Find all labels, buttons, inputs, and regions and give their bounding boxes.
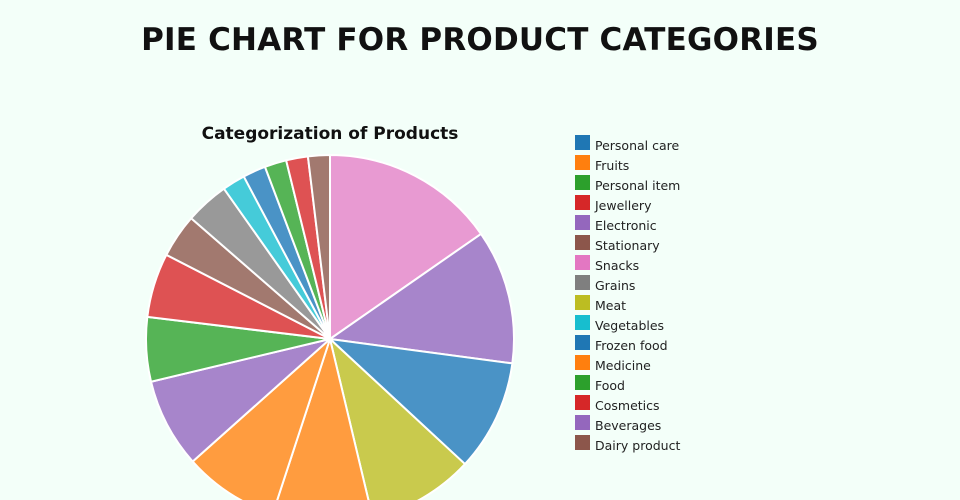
legend-swatch (575, 354, 590, 370)
pie-slice-snacks[interactable] (329, 154, 483, 340)
legend-item-snacks[interactable]: Snacks (575, 254, 680, 274)
legend-item-jewellery[interactable]: Jewellery (575, 194, 680, 214)
legend-swatch (575, 294, 590, 310)
legend-label: Fruits (595, 158, 630, 173)
legend-swatch (575, 274, 590, 290)
legend-item-electronic[interactable]: Electronic (575, 214, 680, 234)
legend-swatch (575, 154, 590, 170)
chart-title: Categorization of Products (202, 124, 459, 144)
legend-label: Medicine (595, 358, 651, 373)
legend-swatch (575, 214, 590, 230)
legend-item-cosmetics[interactable]: Cosmetics (575, 394, 680, 414)
legend-swatch (575, 254, 590, 270)
legend-item-fruits[interactable]: Fruits (575, 154, 680, 174)
legend-item-personal-item[interactable]: Personal item (575, 174, 680, 194)
legend-item-personal-care[interactable]: Personal care (575, 134, 680, 154)
legend-label: Beverages (595, 418, 662, 433)
legend-item-medicine[interactable]: Medicine (575, 354, 680, 374)
legend-label: Personal care (595, 138, 680, 153)
legend-item-dairy-product[interactable]: Dairy product (575, 434, 680, 454)
legend-swatch (575, 194, 590, 210)
legend-label: Grains (595, 278, 636, 293)
legend-item-meat[interactable]: Meat (575, 294, 680, 314)
legend-item-stationary[interactable]: Stationary (575, 234, 680, 254)
legend-item-vegetables[interactable]: Vegetables (575, 314, 680, 334)
legend-label: Frozen food (595, 338, 668, 353)
pie-slices (145, 154, 515, 500)
legend-label: Jewellery (595, 198, 652, 213)
pie-slice-meat[interactable] (329, 338, 466, 500)
pie-slice-fruits[interactable] (273, 338, 373, 500)
pie-slice-electronic[interactable] (329, 232, 515, 365)
legend-label: Food (595, 378, 625, 393)
page-title: PIE CHART FOR PRODUCT CATEGORIES (141, 22, 819, 58)
pie-slice-dairy-product[interactable] (306, 154, 331, 340)
legend-label: Personal item (595, 178, 681, 193)
legend-label: Meat (595, 298, 627, 313)
legend-swatch (575, 414, 590, 430)
pie-slice-personal-care[interactable] (329, 338, 514, 466)
legend-item-frozen-food[interactable]: Frozen food (575, 334, 680, 354)
legend-label: Cosmetics (595, 398, 660, 413)
pie-slice-medicine[interactable] (191, 338, 331, 500)
legend-swatch (575, 174, 590, 190)
legend-swatch (575, 314, 590, 330)
legend-label: Electronic (595, 218, 657, 233)
legend-item-food[interactable]: Food (575, 374, 680, 394)
legend-item-grains[interactable]: Grains (575, 274, 680, 294)
legend: Personal care Fruits Personal item Jeweller… (575, 134, 680, 454)
legend-swatch (575, 394, 590, 410)
legend-swatch (575, 374, 590, 390)
legend-label: Stationary (595, 238, 660, 253)
legend-item-beverages[interactable]: Beverages (575, 414, 680, 434)
legend-swatch (575, 434, 590, 450)
legend-label: Snacks (595, 258, 640, 273)
legend-label: Dairy product (595, 438, 681, 453)
legend-label: Vegetables (595, 318, 665, 333)
legend-swatch (575, 134, 590, 150)
pie-slice-beverages[interactable] (150, 338, 331, 463)
legend-swatch (575, 334, 590, 350)
legend-swatch (575, 234, 590, 250)
